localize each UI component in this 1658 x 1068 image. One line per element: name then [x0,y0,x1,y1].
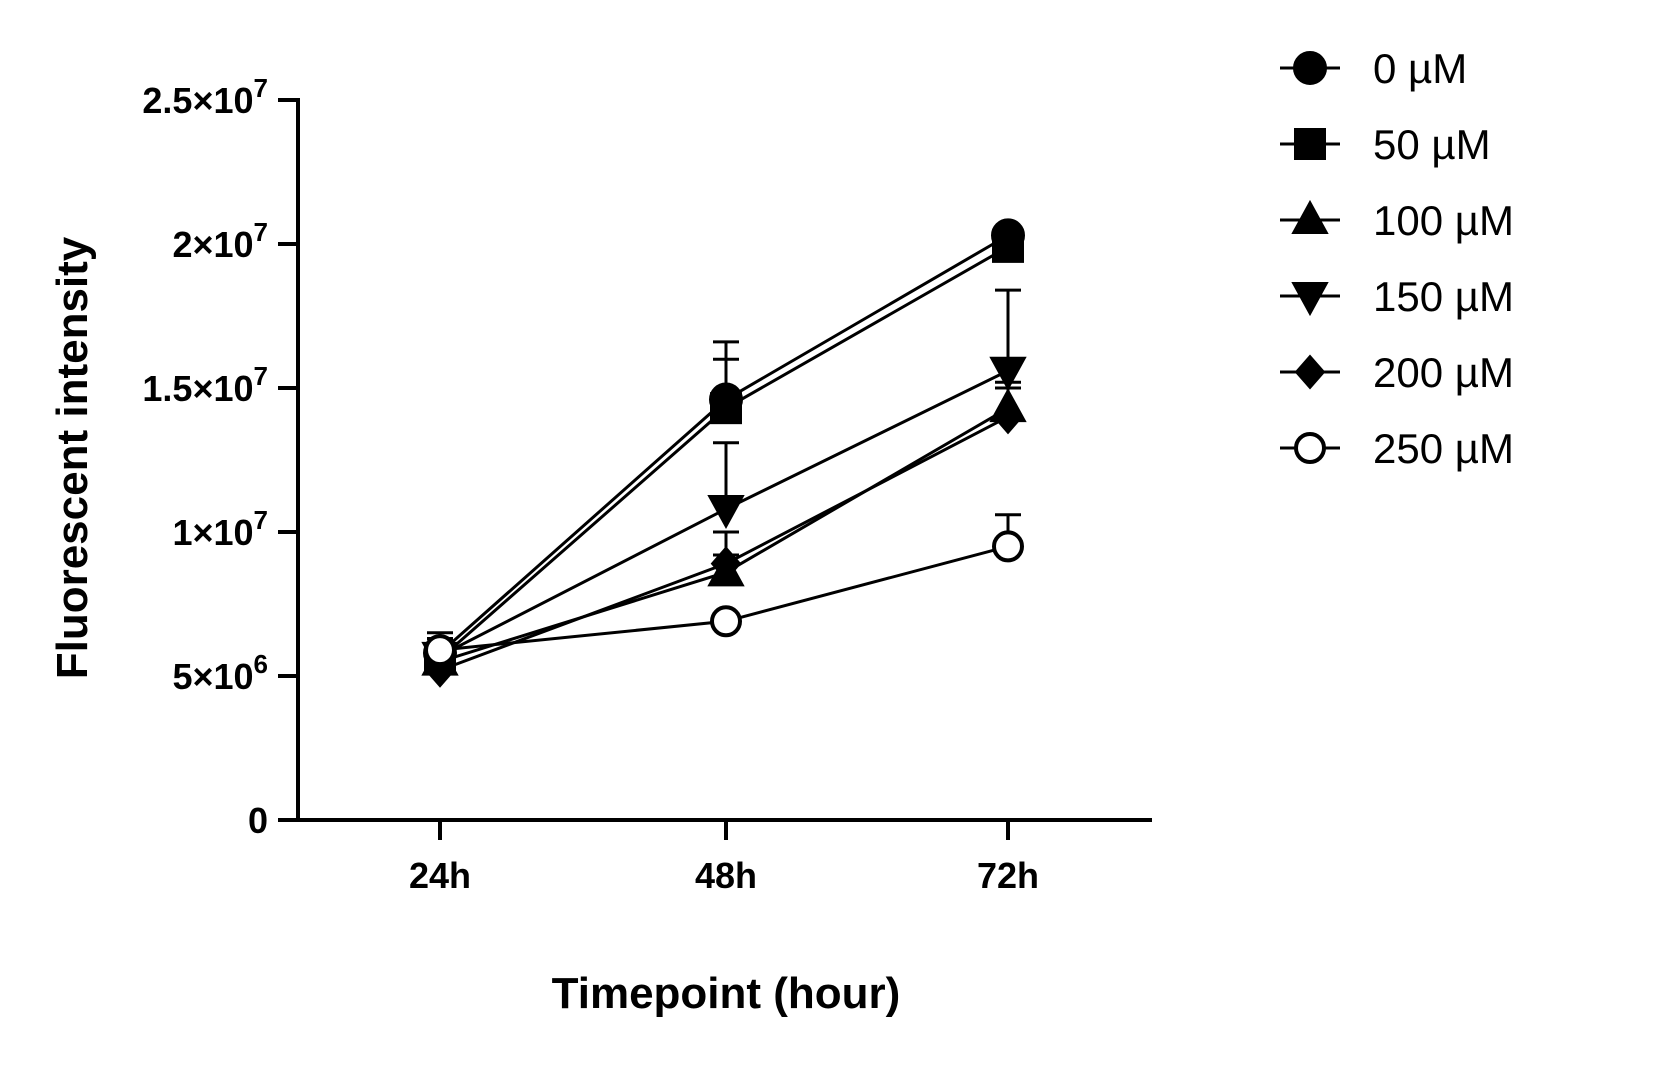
y-tick-label: 1×107 [172,505,268,553]
data-point [1294,354,1326,390]
series-250m [424,513,1024,667]
data-point [1293,51,1327,85]
legend-item: 150 µM [1280,273,1514,320]
series-200m [424,380,1024,688]
series-line [439,245,1009,660]
data-point [989,356,1027,391]
legend-label: 100 µM [1373,197,1514,244]
legend-item: 100 µM [1280,197,1514,244]
legend-label: 150 µM [1373,273,1514,320]
x-tick-label: 72h [977,855,1039,896]
x-tick-label: 48h [695,855,757,896]
legend-item: 200 µM [1280,349,1514,396]
x-tick-label: 24h [409,855,471,896]
data-point [710,546,742,582]
legend-label: 50 µM [1373,121,1491,168]
x-axis-title: Timepoint (hour) [552,969,901,1018]
y-tick-label: 2×107 [172,217,268,265]
legend-label: 200 µM [1373,349,1514,396]
data-point [707,494,745,530]
legend-label: 250 µM [1373,425,1514,472]
legend-item: 0 µM [1280,45,1467,92]
legend-item: 250 µM [1280,425,1514,472]
series-layer [421,218,1027,688]
y-tick-label: 2.5×107 [142,73,268,121]
data-point [992,230,1024,263]
legend-label: 0 µM [1373,45,1467,92]
data-point [1294,128,1326,160]
data-point [1291,199,1329,234]
data-point [710,392,742,425]
data-point [710,605,742,638]
data-point [424,634,456,667]
data-point [992,530,1024,563]
y-axis-title: Fluorescent intensity [48,236,97,679]
data-point [1294,432,1326,464]
y-tick-label: 1.5×107 [142,361,268,409]
y-tick-label: 5×106 [172,649,268,697]
data-point [992,399,1024,435]
data-point [1291,282,1329,317]
axes: 0 5×106 1×107 1.5×107 2×107 2.5×107 24h 48h 72h [142,73,1152,896]
legend: 0 µM 50 µM 100 µM 150 µM 200 µM 250 µM [1280,45,1514,472]
y-tick-label: 0 [248,800,268,841]
legend-item: 50 µM [1280,121,1491,168]
